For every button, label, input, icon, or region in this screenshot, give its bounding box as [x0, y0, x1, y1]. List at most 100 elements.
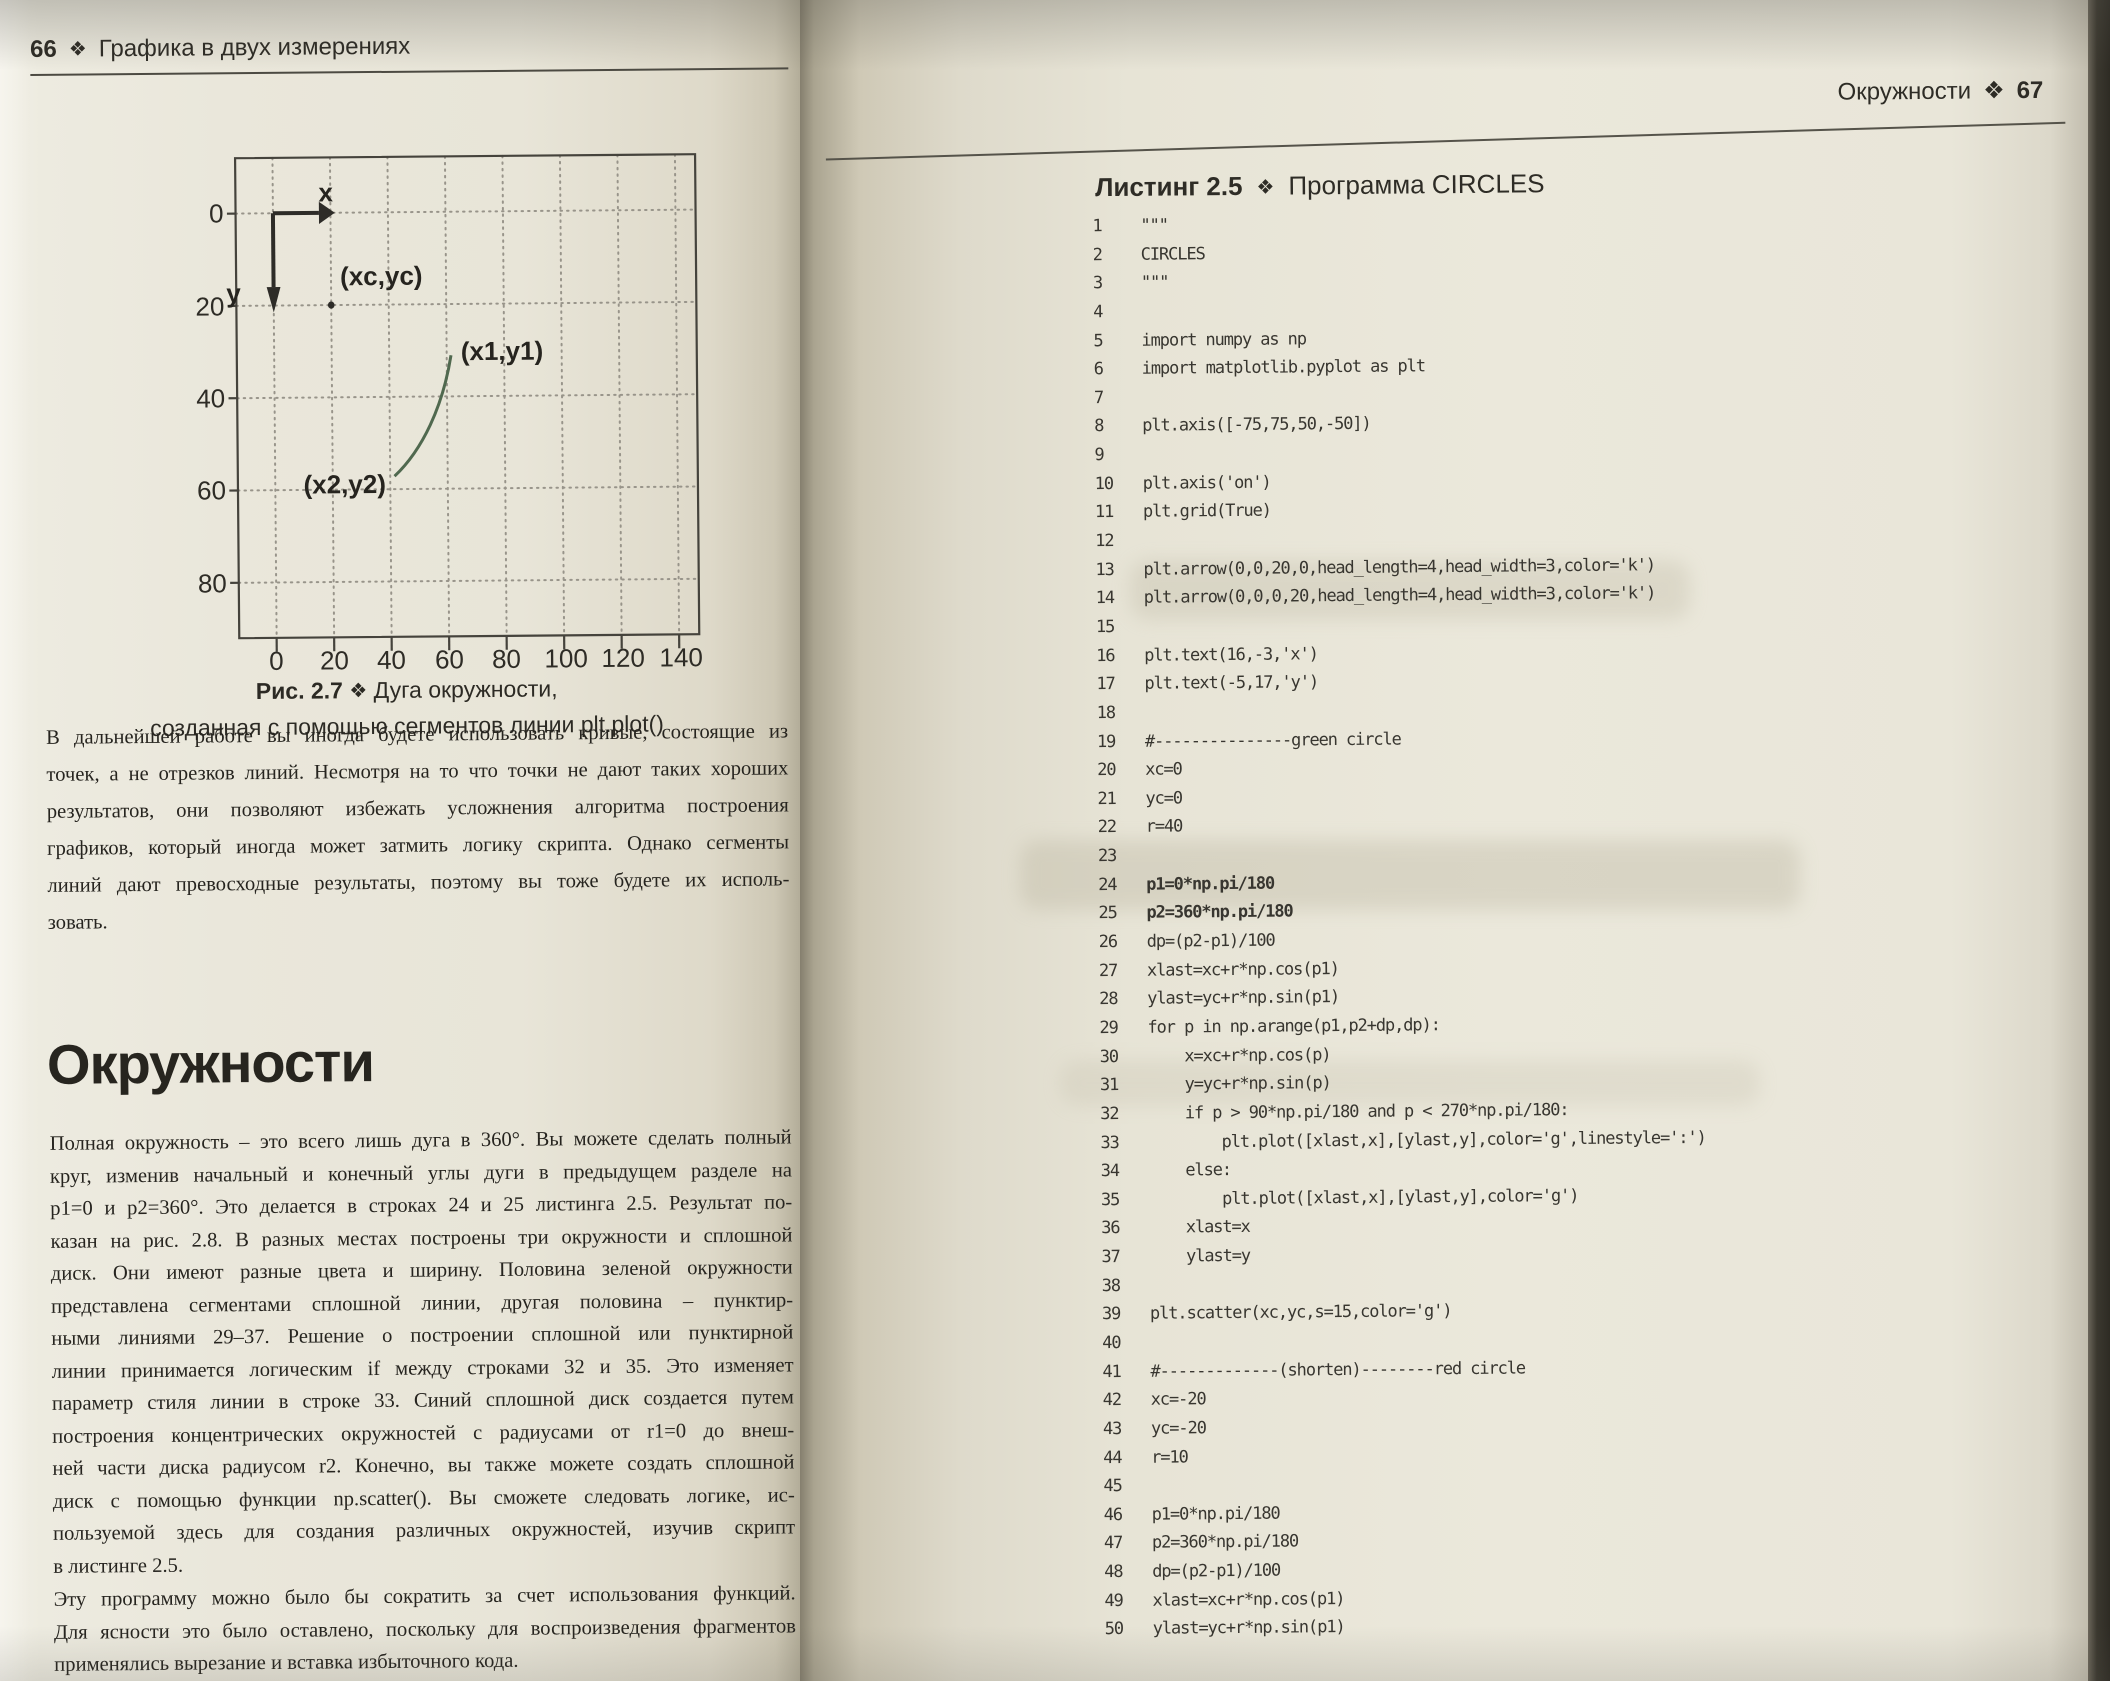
code-text: if p > 90*np.pi/180 and p < 270*np.pi/18…	[1148, 1099, 1569, 1124]
code-line-number: 40	[1102, 1332, 1121, 1354]
code-text: dp=(p2-p1)/100	[1152, 1560, 1281, 1582]
code-text: plt.text(16,-3,'x')	[1144, 643, 1318, 666]
code-text: ylast=yc+r*np.sin(p1)	[1147, 987, 1340, 1010]
paragraph: В дальнейшей работе вы иногда будете исп…	[46, 713, 790, 941]
code-line-number: 14	[1095, 588, 1115, 609]
arc-end-label: (x2,y2)	[303, 468, 387, 500]
code-line-number: 12	[1095, 531, 1114, 552]
axis-ticks	[227, 210, 679, 652]
code-line-number: 10	[1094, 473, 1114, 494]
code-line-number: 23	[1097, 846, 1117, 867]
y-tick-label: 60	[196, 475, 227, 506]
left-page-number: 66	[30, 35, 57, 63]
code-line-number: 35	[1100, 1189, 1120, 1210]
code-line-number: 46	[1103, 1504, 1123, 1525]
y-tick-label: 40	[196, 383, 226, 414]
left-header-title: Графика в двух измерениях	[98, 32, 411, 63]
right-running-header: Окружности ❖ 67	[1837, 76, 2043, 107]
section-heading: Окружности	[46, 1030, 375, 1096]
grid-lines	[235, 154, 699, 638]
bleed-through-artifact	[1130, 560, 1690, 620]
code-text: """	[1140, 215, 1168, 236]
code-line-number: 16	[1096, 645, 1115, 666]
bleed-through-artifact	[1060, 1060, 1760, 1106]
code-text: ylast=yc+r*np.sin(p1)	[1152, 1617, 1345, 1640]
point-label: (xc,yc)	[339, 260, 423, 292]
code-line-number: 36	[1101, 1218, 1120, 1239]
code-text: r=10	[1151, 1446, 1188, 1468]
code-line-number: 8	[1094, 416, 1104, 437]
bleed-through-artifact	[1020, 840, 1800, 910]
code-line-number: 43	[1102, 1418, 1122, 1440]
x-tick-label: 0	[269, 645, 284, 676]
header-rule	[30, 67, 789, 76]
x-axis-label: x	[318, 177, 333, 208]
code-text: for p in np.arange(p1,p2+dp,dp):	[1147, 1015, 1440, 1038]
code-text: xc=-20	[1150, 1389, 1206, 1410]
code-text: CIRCLES	[1140, 243, 1205, 265]
code-line-number: 20	[1097, 760, 1116, 781]
y-tick-label: 80	[197, 568, 227, 599]
code-line-number: 25	[1098, 903, 1117, 924]
code-line-number: 37	[1101, 1247, 1120, 1268]
code-text: #---------------green circle	[1144, 729, 1401, 752]
code-text: import matplotlib.pyplot as plt	[1141, 356, 1426, 379]
code-line-number: 21	[1097, 788, 1116, 809]
code-line-number: 30	[1099, 1046, 1119, 1067]
code-line-number: 28	[1099, 989, 1118, 1010]
code-text: plt.axis([-75,75,50,-50])	[1142, 414, 1371, 437]
listing-title: Листинг 2.5 ❖ Программа CIRCLES	[1095, 168, 1545, 203]
code-line-number: 9	[1094, 445, 1104, 466]
header-rule	[825, 121, 2066, 161]
code-text: plt.grid(True)	[1142, 501, 1271, 523]
caption-figure-number: Рис. 2.7	[255, 677, 344, 705]
plot-border	[235, 154, 699, 638]
code-text: p2=360*np.pi/180	[1146, 901, 1293, 924]
code-line: 50 ylast=yc+r*np.sin(p1)	[1105, 1614, 1710, 1648]
code-text: plt.plot([xlast,x],[ylast,y],color='g',l…	[1148, 1127, 1706, 1153]
code-line-number: 44	[1103, 1447, 1122, 1468]
code-text: #-------------(shorten)--------red circl…	[1150, 1358, 1526, 1382]
diamond-icon: ❖	[1983, 77, 2005, 105]
code-text: """	[1140, 272, 1169, 294]
code-text: plt.arrow(0,0,0,20,head_length=4,head_wi…	[1143, 583, 1656, 609]
code-line-number: 34	[1100, 1161, 1120, 1182]
text-line: применялись вырезание и вставка избыточн…	[54, 1649, 519, 1676]
code-text: yc=0	[1145, 788, 1183, 809]
x-tick-label: 120	[601, 642, 645, 674]
code-line-number: 13	[1095, 559, 1114, 580]
code-text: plt.axis('on')	[1142, 472, 1271, 494]
text-line: графиков, который иногда может затмить л…	[46, 831, 790, 860]
code-line-number: 3	[1092, 273, 1103, 294]
code-text: xlast=xc+r*np.cos(p1)	[1146, 958, 1339, 981]
code-text: r=40	[1145, 816, 1183, 838]
code-line-number: 50	[1104, 1619, 1124, 1640]
code-text: yc=-20	[1150, 1418, 1206, 1439]
code-text: xlast=x	[1149, 1217, 1250, 1239]
code-line-number: 17	[1096, 674, 1115, 695]
paragraph: Эту программу можно было бы сократить за…	[54, 1577, 797, 1681]
text-line: в листинге 2.5.	[53, 1554, 184, 1578]
text-line: линий дают превосходные результаты, поэт…	[47, 868, 790, 897]
code-line-number: 32	[1100, 1103, 1119, 1125]
code-line-number: 5	[1093, 330, 1103, 351]
x-tick-label: 20	[319, 645, 350, 676]
code-line-number: 42	[1102, 1390, 1122, 1411]
left-running-header: 66 ❖ Графика в двух измерениях	[30, 30, 772, 64]
code-line-number: 41	[1102, 1361, 1121, 1382]
code-text: p2=360*np.pi/180	[1151, 1531, 1299, 1554]
left-page-content: 66 ❖ Графика в двух измерениях	[30, 30, 796, 1676]
text-line: результатов, они позволяют избежать усло…	[46, 794, 789, 823]
listing-name: Программа CIRCLES	[1288, 168, 1545, 201]
figure-plot-svg	[235, 154, 699, 638]
y-arrowhead-icon	[266, 287, 281, 313]
y-tick-label: 20	[195, 291, 225, 322]
paragraph: Полная окружность – это всего лишь дуга …	[50, 1121, 796, 1582]
x-arrowhead-icon	[318, 201, 335, 224]
y-tick-label: 0	[208, 198, 224, 229]
code-text: import numpy as np	[1141, 328, 1307, 351]
code-text: xc=0	[1145, 759, 1182, 780]
right-page-content: Окружности ❖ 67 Листинг 2.5 ❖ Программа …	[799, 0, 2102, 1681]
code-text: x=xc+r*np.cos(p)	[1147, 1044, 1331, 1067]
